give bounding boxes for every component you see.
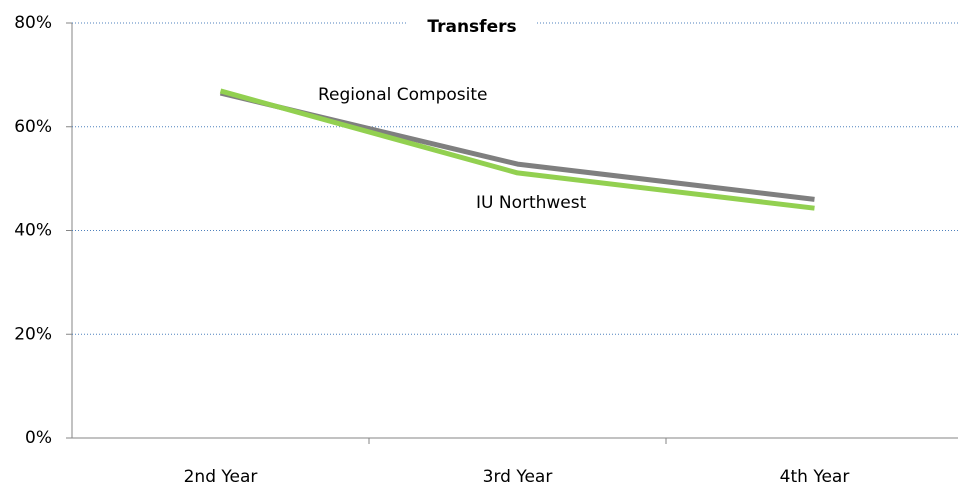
y-tick-label: 60% [14,117,52,137]
series-line [219,88,815,211]
x-tick-label: 2nd Year [184,467,258,487]
title-background [408,12,536,42]
y-tick-label: 0% [25,428,52,448]
y-tick-label: 80% [14,13,52,33]
x-tick-label: 3rd Year [483,467,553,487]
chart-title: Transfers [427,17,516,37]
y-tick-label: 40% [14,221,52,241]
series-label: Regional Composite [318,85,487,105]
series-label: IU Northwest [476,193,587,213]
x-tick-label: 4th Year [780,467,850,487]
series-line [219,90,815,202]
y-tick-label: 20% [14,324,52,344]
